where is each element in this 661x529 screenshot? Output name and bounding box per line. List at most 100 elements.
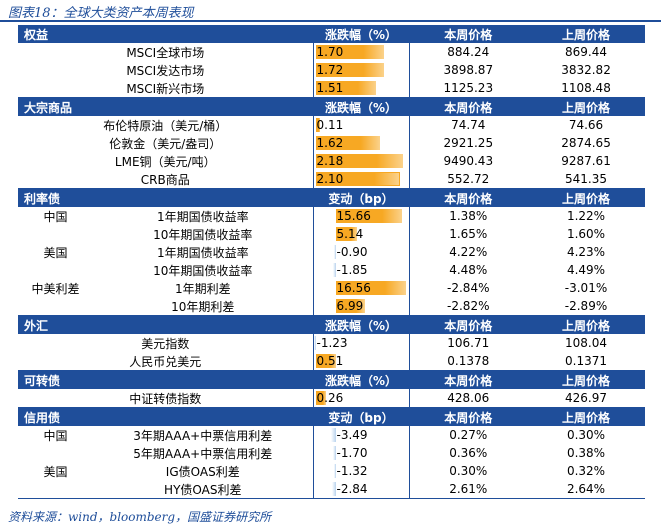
change-value: -3.49: [336, 428, 368, 442]
table-row: MSCI新兴市场 1.51 1125.23 1108.48: [18, 79, 646, 98]
table-row: 10年期利差 6.99 -2.82% -2.89%: [18, 297, 646, 316]
change-column-header: 涨跌幅（%）: [312, 315, 410, 334]
previous-price: 426.97: [527, 389, 646, 408]
title-rule: [0, 20, 661, 22]
previous-price-header: 上周价格: [527, 188, 646, 207]
change-bar: [332, 482, 336, 496]
source-note: 资料来源：wind，bloomberg，国盛证券研究所: [8, 510, 272, 524]
change-bar-cell: -2.84: [312, 480, 410, 499]
table-row: 10年期国债收益率 -1.85 4.48% 4.49%: [18, 261, 645, 279]
change-bar: [315, 354, 336, 368]
current-price: 74.74: [451, 118, 486, 132]
change-value: 1.70: [316, 45, 344, 59]
current-price: 1.38%: [449, 209, 488, 223]
table-row: 中国 3年期AAA+中票信用利差 -3.49 0.27% 0.30%: [18, 426, 645, 444]
change-bar-cell: 2.18: [312, 152, 410, 170]
change-value: 5.14: [336, 227, 364, 241]
change-value: 2.18: [316, 154, 344, 168]
row-label: 布伦特原油（美元/桶）: [103, 118, 228, 133]
change-bar-cell: 6.99: [312, 297, 410, 316]
row-label: 美元指数: [141, 336, 190, 351]
change-bar: [315, 45, 384, 59]
table-row: 美元指数 -1.23 106.71 108.04: [18, 334, 645, 352]
section-title: 权益: [18, 25, 314, 43]
section-title: 利率债: [18, 188, 314, 207]
row-label: IG债OAS利差: [165, 464, 240, 479]
previous-price: -2.89%: [527, 297, 646, 316]
previous-price: 541.35: [527, 170, 646, 189]
current-price-header: 本周价格: [409, 407, 528, 426]
previous-price: -3.01%: [564, 281, 608, 295]
change-bar-cell: -3.49: [312, 426, 410, 444]
previous-price-header: 上周价格: [527, 315, 646, 334]
change-bar-cell: 5.14: [312, 225, 410, 243]
current-price: 1.65%: [449, 227, 488, 241]
previous-price: 0.32%: [566, 464, 606, 478]
previous-price: 1.60%: [566, 227, 606, 241]
row-label: 伦敦金（美元/盎司）: [109, 136, 222, 151]
section-title: 信用债: [18, 407, 314, 426]
row-group-label: [18, 225, 93, 243]
change-column-header: 涨跌幅（%）: [312, 97, 410, 116]
previous-price: 4.23%: [566, 245, 606, 259]
current-price: 2921.25: [443, 136, 494, 150]
change-value: 1.62: [316, 136, 344, 150]
change-value: -1.85: [336, 263, 368, 277]
section-header-rates: 利率债 变动（bp） 本周价格 上周价格: [18, 188, 646, 207]
row-label: 中证转债指数: [18, 389, 314, 408]
row-group-label: [18, 444, 93, 462]
change-bar-cell: -0.90: [312, 243, 410, 261]
previous-price: 9287.61: [561, 154, 611, 168]
current-price-header: 本周价格: [409, 370, 528, 389]
table-row: 10年期国债收益率 5.14 1.65% 1.60%: [18, 225, 645, 243]
change-bar: [333, 263, 336, 277]
row-group-label: 中国: [43, 209, 68, 224]
section-header-fx: 外汇 涨跌幅（%） 本周价格 上周价格: [18, 315, 646, 334]
row-group-label: 中美利差: [31, 281, 80, 296]
change-bar-cell: 15.66: [312, 207, 410, 225]
table-row: 人民币兑美元 0.51 0.1378 0.1371: [18, 352, 646, 371]
row-group-label: [18, 480, 93, 499]
change-bar: [314, 336, 316, 350]
change-bar-cell: -1.23: [312, 334, 410, 352]
change-value: -2.84: [336, 482, 368, 496]
table-row: CRB商品 2.10 552.72 541.35: [18, 170, 646, 189]
row-label: 5年期AAA+中票信用利差: [133, 446, 273, 461]
row-label: MSCI新兴市场: [18, 79, 314, 98]
change-value: 15.66: [336, 209, 371, 223]
change-column-header: 变动（bp）: [312, 407, 410, 426]
row-group-label: 美国: [43, 464, 68, 479]
section-header-commodity: 大宗商品 涨跌幅（%） 本周价格 上周价格: [18, 97, 646, 116]
asset-performance-table: 权益 涨跌幅（%） 本周价格 上周价格 MSCI全球市场 1.70 884.24 869.44…: [18, 25, 646, 499]
change-column-header: 涨跌幅（%）: [312, 370, 410, 389]
section-header-convertible: 可转债 涨跌幅（%） 本周价格 上周价格: [18, 370, 646, 389]
change-bar-cell: 1.51: [312, 79, 410, 98]
table-row: 中证转债指数 0.26 428.06 426.97: [18, 389, 646, 408]
current-price: 0.30%: [449, 464, 488, 478]
previous-price-header: 上周价格: [527, 97, 646, 116]
current-price: 4.48%: [449, 263, 488, 277]
section-title: 可转债: [18, 370, 314, 389]
previous-price-header: 上周价格: [527, 25, 646, 43]
change-value: 0.26: [316, 391, 344, 405]
row-label: 10年期国债收益率: [153, 263, 253, 278]
current-price-header: 本周价格: [409, 315, 528, 334]
change-bar-cell: 0.11: [312, 116, 410, 134]
change-bar-cell: -1.85: [312, 261, 410, 279]
row-label: LME铜（美元/吨）: [114, 154, 216, 169]
change-bar: [333, 446, 336, 460]
change-bar-cell: 1.62: [312, 134, 410, 152]
current-price: 428.06: [409, 389, 528, 408]
change-bar-cell: -1.70: [312, 444, 410, 462]
row-group-label: [18, 297, 93, 316]
previous-price: 0.1371: [527, 352, 646, 371]
previous-price: 869.44: [565, 45, 608, 59]
section-title: 大宗商品: [18, 97, 314, 116]
change-value: -1.70: [336, 446, 368, 460]
change-bar: [333, 245, 336, 259]
previous-price: 1108.48: [527, 79, 646, 98]
current-price: -2.84%: [447, 281, 490, 295]
current-price: 0.27%: [449, 428, 488, 442]
change-value: -0.90: [336, 245, 368, 259]
change-bar: [335, 209, 402, 223]
